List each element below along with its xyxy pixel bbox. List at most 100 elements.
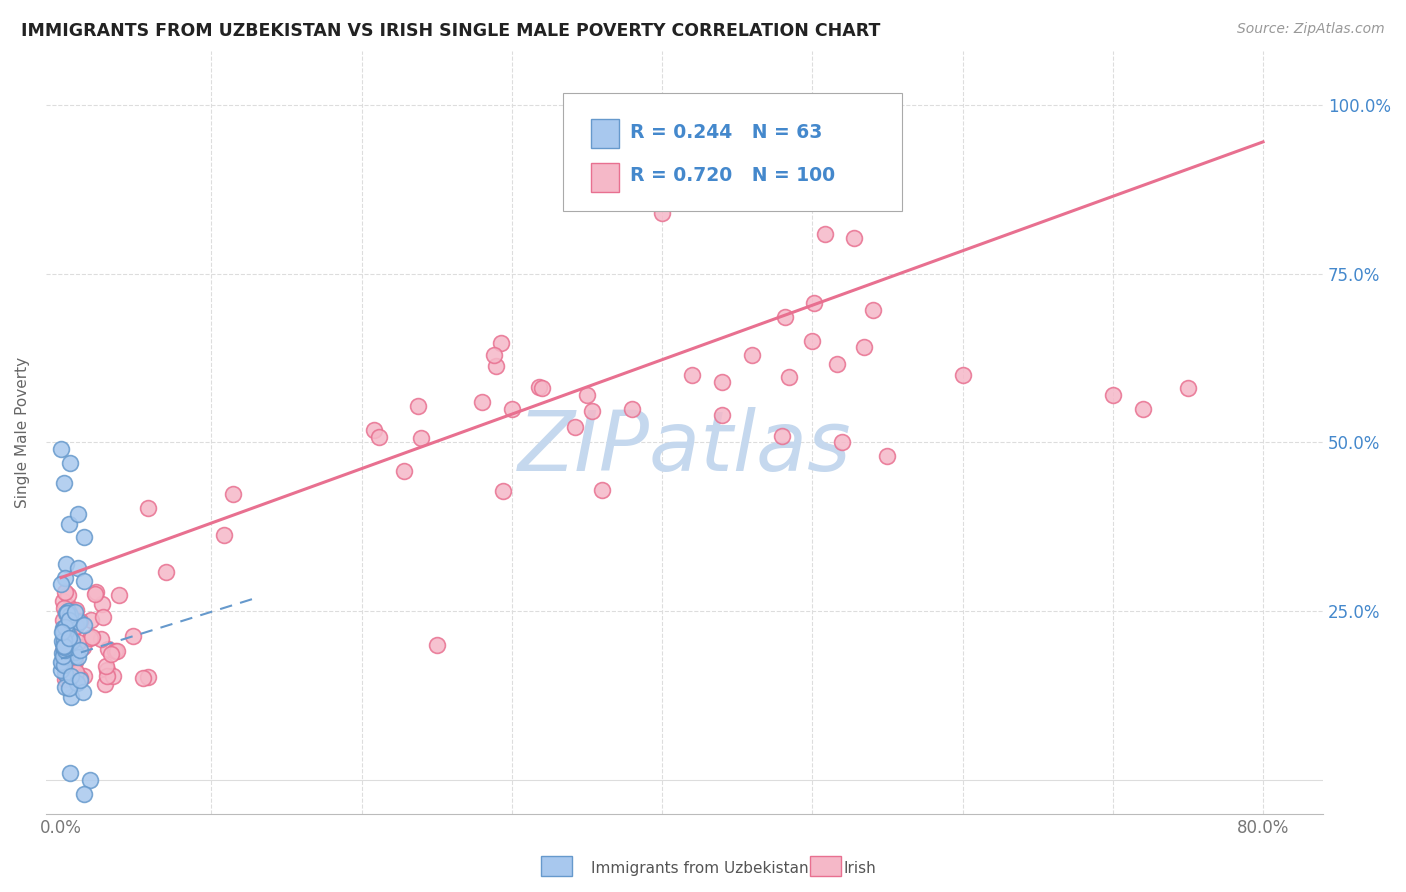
Text: Irish: Irish — [844, 861, 876, 876]
Point — [104, 644, 127, 658]
Point — [72, 669, 94, 683]
Point — [56, 606, 79, 620]
Point — [876, 449, 898, 463]
Point — [69, 643, 91, 657]
Point — [55, 557, 77, 571]
Point — [58, 622, 80, 636]
Point — [681, 368, 703, 382]
Point — [52, 644, 75, 658]
Point — [65, 666, 87, 681]
Point — [485, 359, 508, 374]
Point — [778, 370, 800, 384]
Point — [51, 442, 73, 457]
Point — [51, 657, 73, 671]
Point — [84, 587, 107, 601]
Point — [530, 381, 553, 395]
Point — [426, 638, 449, 652]
Point — [105, 644, 128, 658]
Point — [52, 640, 75, 654]
Point — [60, 634, 83, 648]
Point — [52, 621, 75, 635]
Point — [65, 665, 87, 679]
Point — [60, 624, 83, 639]
Point — [53, 643, 76, 657]
Point — [1177, 381, 1199, 395]
Point — [363, 423, 385, 437]
Point — [58, 632, 80, 646]
Point — [55, 585, 77, 599]
Point — [392, 464, 415, 478]
Point — [53, 620, 76, 634]
Point — [482, 348, 505, 362]
Point — [51, 663, 73, 677]
Point — [59, 456, 82, 470]
Text: R = 0.244   N = 63: R = 0.244 N = 63 — [630, 123, 823, 142]
Point — [55, 618, 77, 632]
Point — [853, 340, 876, 354]
Point — [72, 684, 94, 698]
Point — [409, 431, 432, 445]
Point — [651, 206, 673, 220]
Point — [58, 630, 80, 644]
Text: Source: ZipAtlas.com: Source: ZipAtlas.com — [1237, 22, 1385, 37]
Point — [803, 295, 825, 310]
Point — [564, 420, 586, 434]
Point — [90, 632, 112, 647]
Point — [55, 655, 77, 669]
Point — [59, 690, 82, 704]
Point — [529, 380, 551, 394]
Point — [53, 666, 76, 681]
Point — [367, 430, 389, 444]
Point — [59, 608, 82, 623]
Point — [94, 659, 117, 673]
Point — [132, 671, 155, 685]
Point — [65, 619, 87, 633]
Point — [55, 624, 77, 638]
Point — [591, 483, 613, 497]
Point — [90, 597, 112, 611]
Point — [66, 675, 89, 690]
Point — [52, 648, 75, 662]
Point — [492, 484, 515, 499]
Point — [66, 650, 89, 665]
Text: Immigrants from Uzbekistan: Immigrants from Uzbekistan — [591, 861, 808, 876]
Point — [73, 617, 96, 632]
Point — [53, 639, 76, 653]
Point — [72, 640, 94, 654]
Y-axis label: Single Male Poverty: Single Male Poverty — [15, 357, 30, 508]
Point — [53, 639, 76, 653]
Point — [65, 603, 87, 617]
Point — [63, 655, 86, 669]
Point — [52, 643, 75, 657]
Point — [52, 644, 75, 658]
Point — [59, 669, 82, 683]
Point — [49, 655, 72, 669]
Point — [60, 659, 83, 673]
Point — [55, 650, 77, 665]
FancyBboxPatch shape — [592, 119, 620, 147]
Text: IMMIGRANTS FROM UZBEKISTAN VS IRISH SINGLE MALE POVERTY CORRELATION CHART: IMMIGRANTS FROM UZBEKISTAN VS IRISH SING… — [21, 22, 880, 40]
Point — [97, 642, 120, 657]
Point — [62, 640, 84, 654]
Point — [56, 617, 79, 632]
Point — [489, 335, 512, 350]
Point — [711, 409, 734, 423]
Point — [65, 648, 87, 663]
Point — [67, 561, 90, 575]
Point — [121, 629, 143, 643]
Point — [53, 571, 76, 585]
Point — [59, 766, 82, 780]
Point — [96, 669, 118, 683]
Point — [52, 648, 75, 663]
Point — [65, 644, 87, 658]
Point — [53, 632, 76, 647]
Point — [96, 663, 118, 677]
Point — [108, 588, 131, 602]
Point — [741, 348, 763, 362]
Point — [62, 657, 84, 671]
Point — [65, 605, 87, 619]
Point — [51, 633, 73, 648]
Point — [56, 641, 79, 656]
Point — [58, 600, 80, 615]
Point — [56, 637, 79, 651]
